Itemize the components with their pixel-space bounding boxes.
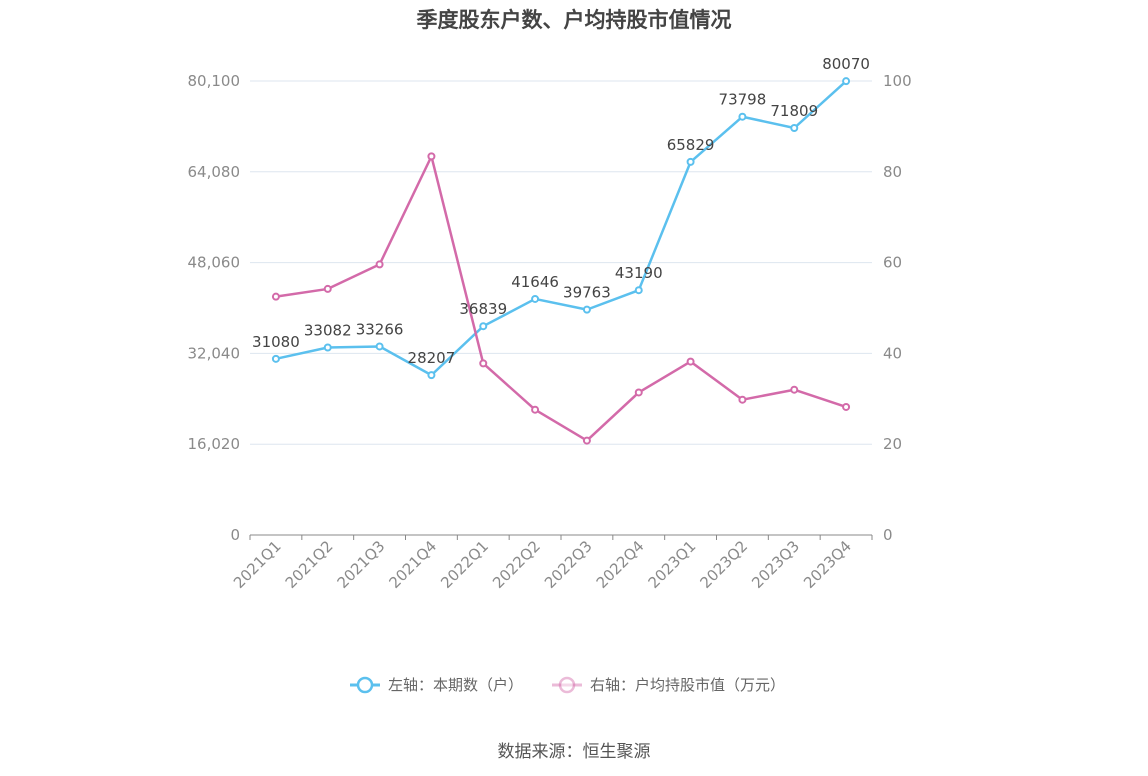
x-axis-tick-label: 2023Q4: [800, 537, 855, 592]
data-label: 80070: [822, 55, 870, 73]
data-label: 41646: [511, 273, 559, 291]
data-point-1: [842, 77, 851, 86]
legend-label: 右轴：户均持股市值（万元）: [590, 676, 785, 694]
left-axis-tick-label: 80,100: [188, 72, 241, 90]
data-label: 43190: [615, 264, 663, 282]
legend: 左轴：本期数（户） 右轴：户均持股市值（万元）: [350, 676, 785, 694]
data-point-2: [531, 405, 540, 414]
data-label: 65829: [667, 136, 715, 154]
x-axis-tick-label: 2021Q3: [334, 537, 389, 592]
data-point-2: [790, 385, 799, 394]
data-point-2: [271, 292, 280, 301]
x-axis-tick-label: 2021Q4: [385, 537, 440, 592]
data-point-1: [375, 342, 384, 351]
data-point-1: [686, 157, 695, 166]
data-point-1: [479, 322, 488, 331]
data-label: 33082: [304, 321, 352, 339]
data-point-2: [842, 402, 851, 411]
data-label: 39763: [563, 284, 611, 302]
data-point-2: [634, 388, 643, 397]
series-lines: [271, 77, 851, 445]
data-label: 28207: [408, 349, 456, 367]
x-axis-tick-label: 2023Q1: [645, 537, 700, 592]
series-line-2: [275, 155, 847, 442]
data-point-1: [271, 354, 280, 363]
x-axis-tick-label: 2022Q1: [437, 537, 492, 592]
legend-marker: [558, 676, 576, 694]
data-point-2: [686, 357, 695, 366]
chart-title: 季度股东户数、户均持股市值情况: [416, 8, 732, 32]
x-axis-tick-label: 2022Q4: [593, 537, 648, 592]
data-point-2: [427, 152, 436, 161]
data-label: 31080: [252, 333, 300, 351]
data-point-2: [582, 436, 591, 445]
data-point-1: [531, 294, 540, 303]
legend-label: 左轴：本期数（户）: [388, 676, 523, 694]
left-axis-tick-label: 64,080: [188, 163, 241, 181]
source-note: 数据来源：恒生聚源: [497, 742, 651, 762]
data-point-1: [427, 371, 436, 380]
data-point-1: [582, 305, 591, 314]
data-label: 36839: [459, 300, 507, 318]
data-point-1: [634, 286, 643, 295]
gridlines: [250, 80, 872, 445]
legend-marker: [356, 676, 374, 694]
data-point-1: [323, 343, 332, 352]
data-label: 71809: [770, 102, 818, 120]
data-point-2: [375, 260, 384, 269]
legend-item-2: 右轴：户均持股市值（万元）: [552, 676, 785, 694]
right-axis-tick-label: 0: [883, 526, 893, 544]
series-line-1: [275, 80, 847, 377]
right-axis-tick-label: 20: [883, 435, 902, 453]
x-axis-tick-label: 2022Q2: [489, 537, 544, 592]
x-axis-tick-label: 2022Q3: [541, 537, 596, 592]
x-axis-tick-label: 2023Q3: [748, 537, 803, 592]
left-axis-tick-label: 16,020: [188, 435, 241, 453]
data-point-1: [790, 123, 799, 132]
right-axis-tick-label: 60: [883, 254, 902, 272]
x-axis-tick-label: 2021Q2: [282, 537, 337, 592]
data-point-2: [323, 284, 332, 293]
x-axis-tick-label: 2021Q1: [230, 537, 285, 592]
data-point-1: [738, 112, 747, 121]
data-point-2: [738, 395, 747, 404]
left-axis-tick-label: 0: [230, 526, 240, 544]
right-axis-tick-label: 100: [883, 72, 912, 90]
x-axis-tick-label: 2023Q2: [696, 537, 751, 592]
right-axis-tick-label: 80: [883, 163, 902, 181]
right-axis-tick-label: 40: [883, 344, 902, 362]
data-point-2: [479, 359, 488, 368]
data-label: 73798: [719, 91, 767, 109]
left-axis-tick-label: 48,060: [188, 254, 241, 272]
data-label: 33266: [356, 320, 404, 338]
legend-item-1: 左轴：本期数（户）: [350, 676, 523, 694]
left-axis-tick-label: 32,040: [188, 344, 241, 362]
